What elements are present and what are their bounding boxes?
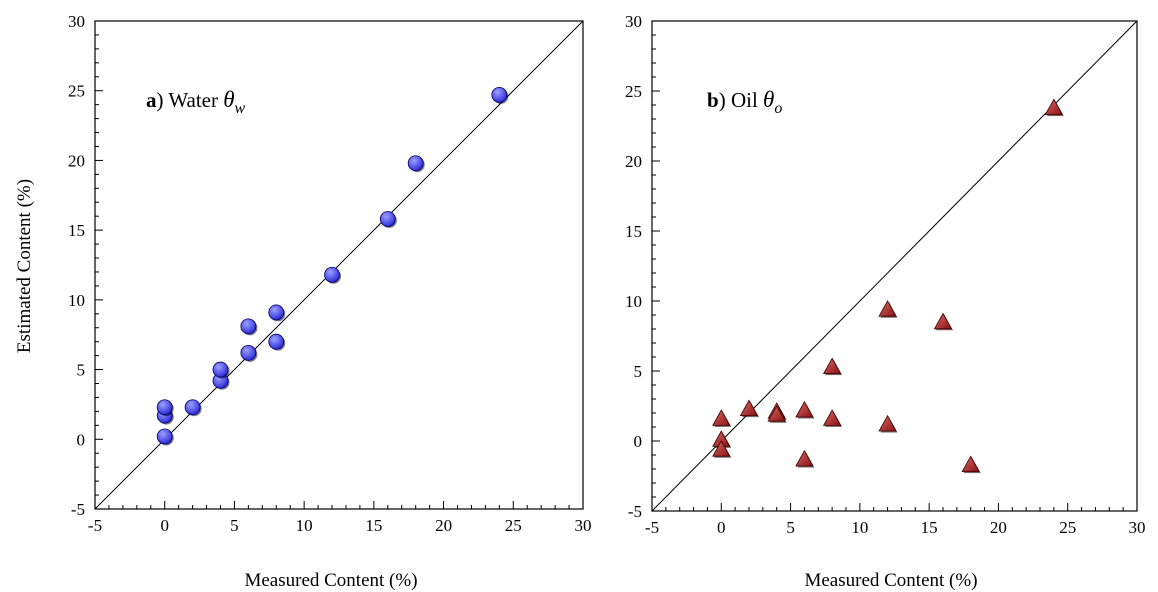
panel-b-x-tick-label: 5 [786,518,795,537]
panel-a-y-tick-label: -5 [71,500,85,519]
panel-b-y-tick-label: 5 [634,362,643,381]
panel-a-x-tick-label: 30 [575,516,592,535]
panel-b-x-tick-label: 15 [921,518,938,537]
panel-b-data-point [822,357,842,375]
panel-a-data-point [491,86,508,103]
panel-b-marks: -5-5 0 0 5 5 10 10 15 15 20 20 25 25 30 30 [625,12,1146,537]
panel-a-y-tick-label: 30 [68,12,85,31]
panel-a-data-point [268,304,285,321]
panel-a-x-tick-label: -5 [88,516,102,535]
panel-b-x-tick-label: 10 [851,518,868,537]
panel-b-data-point [1044,98,1064,115]
panel-a-x-tick-label: 15 [365,516,382,535]
panel-a-x-tick-label: 0 [160,516,169,535]
panel-b-xlabel: Measured Content (%) [804,570,977,591]
panel-a-subscript: w [235,100,246,117]
panel-b-data-point [795,400,814,418]
panel-a-x-tick-label: 25 [505,516,522,535]
panel-b-paren: ) [719,88,726,112]
panel-b-x-tick-label: 20 [990,518,1007,537]
panel-b-subscript: o [774,100,782,117]
panel-b-x-tick-label: 25 [1059,518,1076,537]
panel-a: -5-5 0 0 5 5 10 10 15 15 20 20 25 25 30 30 a) Water θw… [14,12,592,591]
panel-a-paren: ) [157,88,164,112]
panel-a-label: a) Water θw [146,87,246,117]
panel-a-data-point [156,428,173,445]
panel-a-data-point [324,266,340,283]
panel-b-data-point [933,312,953,330]
panel-b-data-point [712,409,731,426]
panel-a-symbol: θ [223,87,234,112]
panel-a-data-point [212,361,229,378]
panel-b-y-tick-label: 25 [625,82,642,101]
panel-a-marks: -5-5 0 0 5 5 10 10 15 15 20 20 25 25 30 30 [68,12,592,535]
panel-a-data-point [268,333,285,350]
panel-b-y-tick-label: 15 [625,222,642,241]
panel-b-data-point [822,409,842,426]
panel-a-x-tick-label: 5 [230,516,239,535]
panel-b-data-point [739,399,759,417]
panel-a-data-point [379,211,396,227]
panel-b-data-point [878,414,897,432]
panel-b-y-tick-label: 10 [625,292,642,311]
panel-a-y-tick-label: 15 [68,221,85,240]
panel-b-y-tick-label: 0 [634,432,643,451]
panel-b-x-tick-label: -5 [645,518,659,537]
panel-b-letter: b [707,88,719,112]
panel-b-name: Oil [726,88,763,112]
panel-b-data-point [712,440,731,457]
panel-b-y-tick-label: 30 [625,12,642,31]
panel-b-data-point [878,300,897,317]
panel-b-label: b) Oil θo [707,87,782,117]
panel-b-x-tick-label: 0 [717,518,726,537]
panel-a-y-tick-label: 0 [77,430,86,449]
panel-b-y-tick-label: 20 [625,152,642,171]
panel-a-x-tick-label: 20 [435,516,452,535]
panel-b-data-point [961,455,980,473]
panel-a-data-point [240,318,257,335]
panel-a-data-point [156,399,173,416]
panel-a-plot-frame [94,20,584,510]
panel-a-data-point [184,399,201,416]
panel-a-ylabel: Estimated Content (%) [14,179,35,353]
panel-b-data-point [767,405,786,422]
panel-b-plot-frame [651,20,1138,512]
panel-a-name: Water [164,88,224,112]
panel-a-y-tick-label: 10 [68,291,85,310]
panel-b: -5-5 0 0 5 5 10 10 15 15 20 20 25 25 30 30 b) Oil θo M… [625,12,1146,591]
panel-b-data-point [795,449,814,467]
panel-b-y-tick-label: -5 [628,502,642,521]
panel-a-letter: a [146,88,157,112]
panel-a-y-tick-label: 20 [68,151,85,170]
panel-b-x-tick-label: 30 [1129,518,1146,537]
panel-a-y-tick-label: 5 [77,361,86,380]
panel-a-y-tick-label: 25 [68,82,85,101]
panel-a-x-tick-label: 10 [296,516,313,535]
panel-a-data-point [240,344,257,361]
panel-a-data-point [407,155,424,172]
panel-b-symbol: θ [763,87,774,112]
panel-a-xlabel: Measured Content (%) [244,570,417,591]
